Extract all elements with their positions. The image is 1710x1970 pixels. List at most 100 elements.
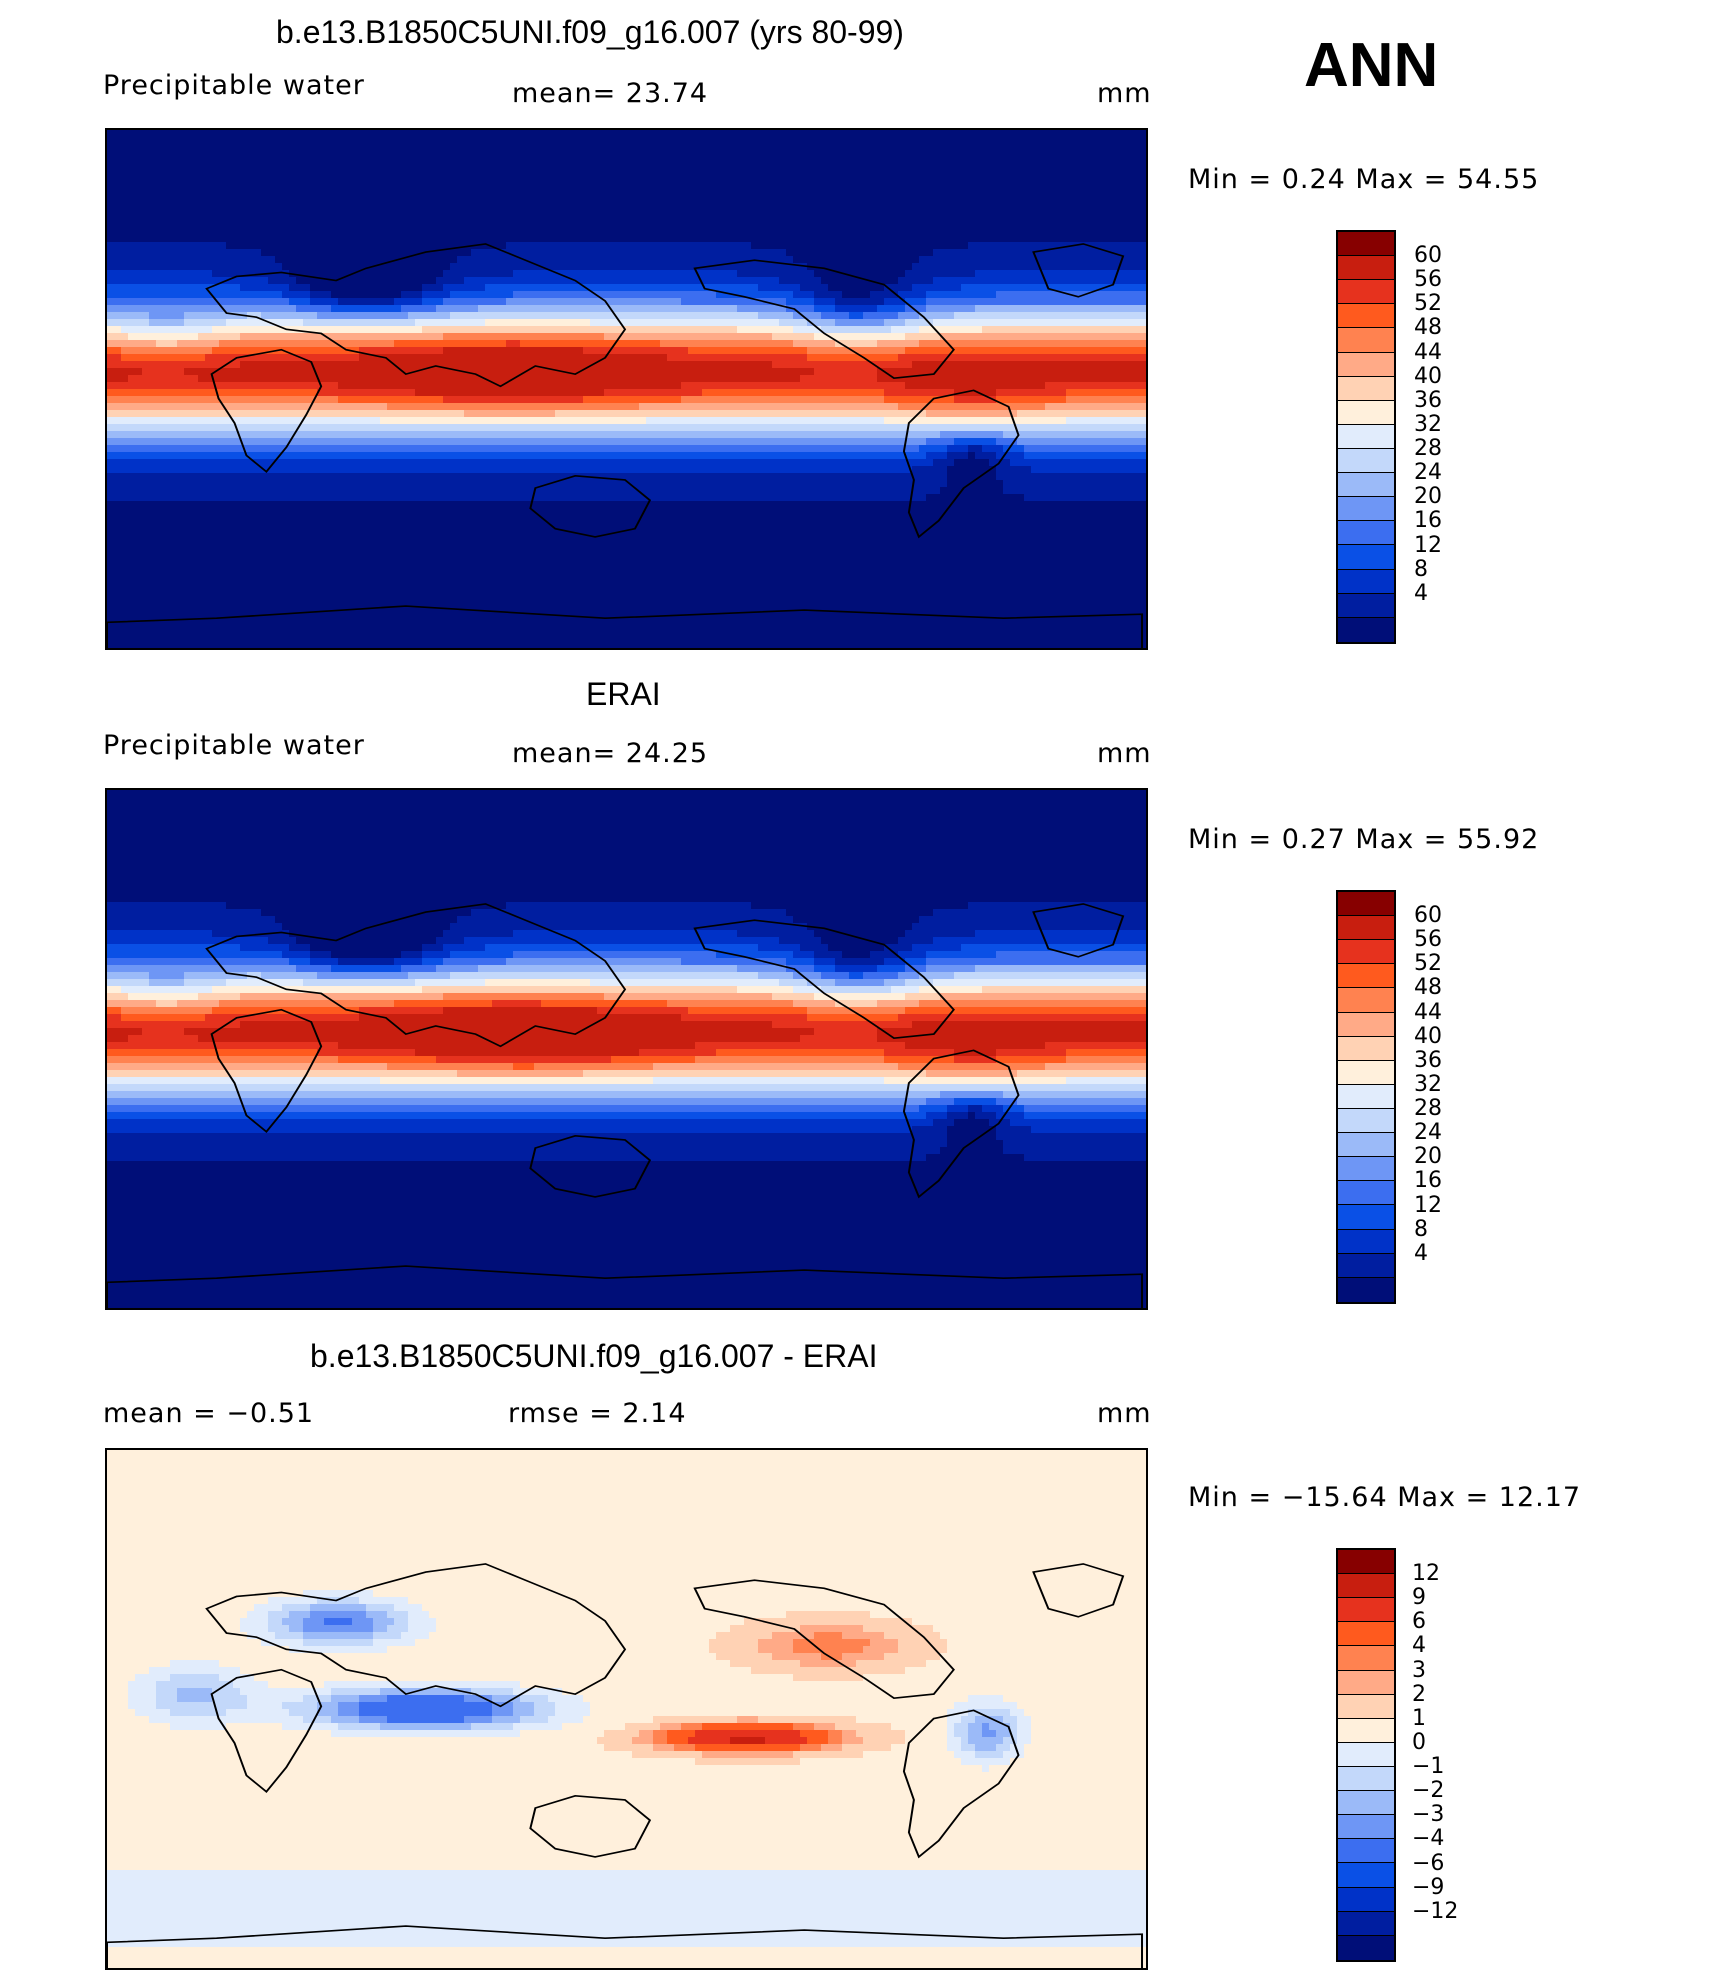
colorbar-tick-label: 48: [1414, 317, 1442, 339]
panel3-title: b.e13.B1850C5UNI.f09_g16.007 - ERAI: [310, 1338, 877, 1375]
coastline: [205, 243, 627, 388]
panel3-units: mm: [1097, 1398, 1152, 1429]
colorbar-tick-label: 20: [1414, 486, 1442, 508]
colorbar-swatch: [1338, 352, 1394, 377]
colorbar-tick-label: 44: [1414, 1001, 1442, 1024]
colorbar-swatch: [1338, 400, 1394, 425]
colorbar-swatch: [1338, 593, 1394, 618]
colorbar-tick-label: 60: [1414, 905, 1442, 927]
colorbar-swatch: [1338, 473, 1394, 498]
coastline: [693, 1579, 955, 1700]
panel2-title: ERAI: [586, 676, 661, 713]
colorbar-swatch: [1338, 916, 1394, 941]
colorbar-tick-label: 1: [1412, 1707, 1426, 1730]
coastline: [1032, 903, 1125, 958]
colorbar-swatch: [1338, 424, 1394, 449]
colorbar-tick-label: 8: [1414, 558, 1428, 581]
colorbar-tick-label: 12: [1414, 1194, 1442, 1217]
colorbar-swatch: [1338, 1060, 1394, 1085]
colorbar-swatch: [1338, 940, 1394, 965]
colorbar-tick-label: −1: [1412, 1756, 1444, 1778]
colorbar-swatch: [1338, 1694, 1394, 1719]
colorbar-swatch: [1338, 569, 1394, 594]
colorbar-swatch: [1338, 1036, 1394, 1061]
colorbar-swatch: [1338, 1108, 1394, 1134]
colorbar-tick-label: 32: [1414, 1073, 1442, 1096]
coastline: [902, 1049, 1020, 1199]
coastline: [205, 903, 627, 1048]
colorbar-swatch: [1338, 1598, 1394, 1623]
colorbar-tick-label: 56: [1414, 929, 1442, 951]
colorbar-swatch: [1338, 1718, 1394, 1743]
colorbar-tick-label: 48: [1414, 977, 1442, 999]
panel1-units: mm: [1097, 78, 1152, 109]
colorbar-swatch: [1338, 376, 1394, 401]
panel1-map: [105, 128, 1148, 650]
panel3-rmse-label: rmse = 2.14: [508, 1398, 687, 1429]
colorbar-tick-label: 28: [1414, 438, 1442, 460]
colorbar-tick-label: 40: [1414, 365, 1442, 388]
colorbar-swatch: [1338, 232, 1394, 257]
colorbar-swatch: [1338, 1277, 1394, 1302]
colorbar-tick-label: 4: [1414, 1242, 1428, 1265]
colorbar-tick-label: 8: [1414, 1218, 1428, 1241]
colorbar-swatch: [1338, 1911, 1394, 1936]
panel1-title: b.e13.B1850C5UNI.f09_g16.007 (yrs 80-99): [276, 14, 904, 51]
colorbar-swatch: [1338, 1574, 1394, 1599]
colorbar-tick-label: 24: [1414, 1122, 1442, 1144]
colorbar-tick-label: 36: [1414, 1049, 1442, 1072]
panel1-field: [107, 130, 1146, 648]
colorbar-tick-label: 40: [1414, 1025, 1442, 1048]
colorbar-tick-label: 6: [1412, 1611, 1426, 1633]
colorbar-tick-label: 52: [1414, 953, 1442, 975]
panel3-map: [105, 1448, 1148, 1970]
colorbar-swatch: [1338, 521, 1394, 546]
colorbar-swatch: [1338, 1887, 1394, 1912]
colorbar-swatch: [1338, 1157, 1394, 1182]
colorbar-tick-label: −4: [1412, 1828, 1444, 1850]
coastline: [693, 919, 955, 1040]
colorbar-tick-label: 4: [1412, 1635, 1426, 1657]
panel3-field: [107, 1450, 1146, 1968]
panel3-mean-label: mean = −0.51: [103, 1398, 314, 1429]
colorbar-tick-label: 9: [1412, 1587, 1426, 1609]
colorbar-tick-label: 24: [1414, 462, 1442, 484]
panel2-minmax: Min = 0.27 Max = 55.92: [1188, 824, 1539, 855]
coastline: [529, 1795, 652, 1858]
panel1-mean-label: mean= 23.74: [512, 78, 708, 109]
colorbar-tick-label: 20: [1414, 1146, 1442, 1168]
colorbar-tick-label: 12: [1414, 534, 1442, 557]
colorbar-swatch: [1338, 1646, 1394, 1671]
colorbar-tick-label: −12: [1412, 1900, 1458, 1923]
colorbar-swatch: [1338, 964, 1394, 989]
colorbar-swatch: [1338, 1742, 1394, 1767]
colorbar-swatch: [1338, 1766, 1394, 1792]
coastline: [529, 475, 652, 538]
colorbar-tick-label: 60: [1414, 245, 1442, 267]
colorbar-tick-label: −2: [1412, 1780, 1444, 1802]
colorbar-swatch: [1338, 448, 1394, 474]
panel2-mean-label: mean= 24.25: [512, 738, 708, 769]
panel2-field: [107, 790, 1146, 1308]
coastline: [902, 389, 1020, 539]
colorbar-tick-label: 12: [1412, 1563, 1440, 1585]
panel2-colorbar: [1336, 890, 1396, 1304]
panel1-colorbar: [1336, 230, 1396, 644]
colorbar-tick-label: 44: [1414, 341, 1442, 364]
coastline: [1032, 1563, 1125, 1618]
panel3-colorbar: [1336, 1548, 1396, 1962]
colorbar-swatch: [1338, 1863, 1394, 1888]
colorbar-tick-label: 56: [1414, 269, 1442, 291]
colorbar-swatch: [1338, 1935, 1394, 1960]
colorbar-swatch: [1338, 256, 1394, 281]
season-label: ANN: [1304, 30, 1438, 101]
colorbar-swatch: [1338, 988, 1394, 1013]
colorbar-tick-label: −3: [1412, 1804, 1444, 1826]
colorbar-swatch: [1338, 280, 1394, 305]
colorbar-tick-label: 16: [1414, 510, 1442, 532]
colorbar-tick-label: 36: [1414, 389, 1442, 412]
colorbar-swatch: [1338, 545, 1394, 570]
colorbar-tick-label: 28: [1414, 1098, 1442, 1120]
colorbar-swatch: [1338, 328, 1394, 353]
colorbar-tick-label: −6: [1412, 1852, 1444, 1875]
